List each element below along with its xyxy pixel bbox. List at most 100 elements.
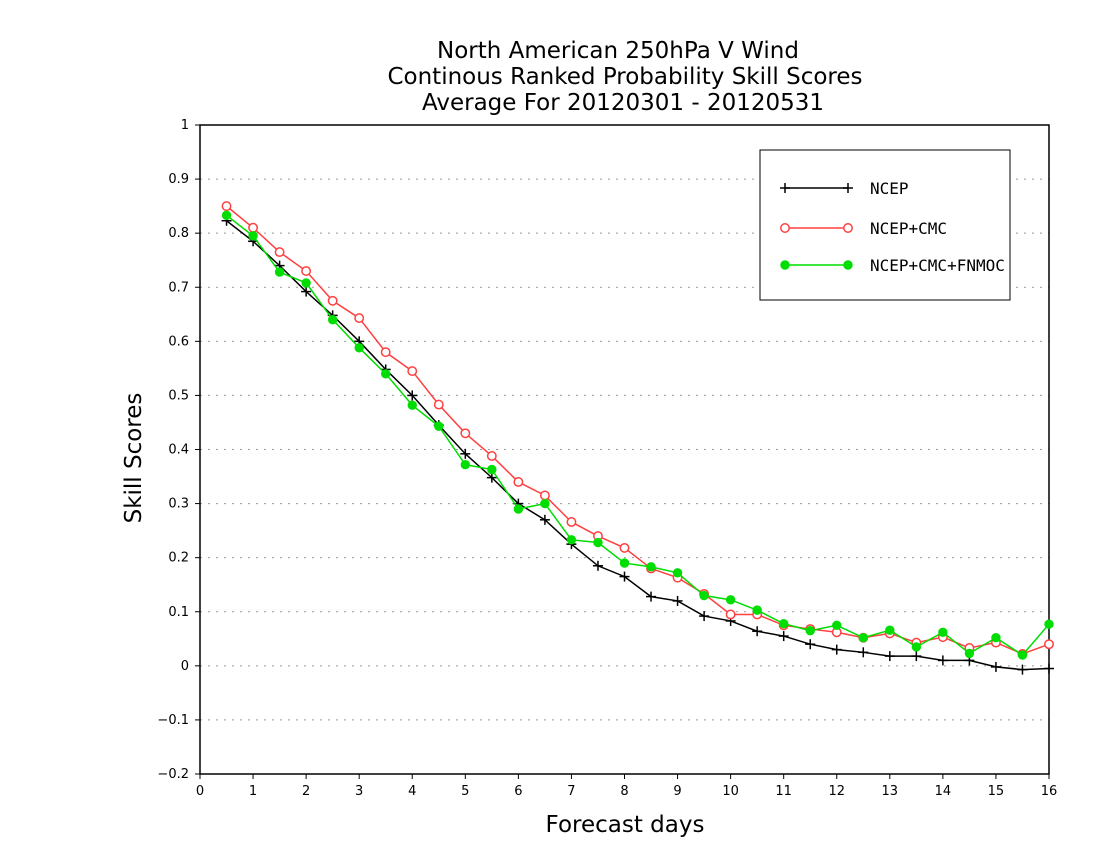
data-point-ncep-cmc-fnmoc xyxy=(487,464,497,475)
data-point-ncep xyxy=(805,639,816,650)
y-tick-label: 0.9 xyxy=(168,172,189,187)
y-tick-label: 0.4 xyxy=(168,443,189,458)
data-point-ncep-cmc xyxy=(486,451,497,461)
x-tick-label: 16 xyxy=(1041,784,1058,799)
data-point-ncep xyxy=(884,651,895,662)
data-point-ncep xyxy=(911,651,922,662)
legend-marker xyxy=(843,223,853,233)
x-tick-label: 6 xyxy=(514,784,522,799)
legend-marker xyxy=(780,260,790,270)
y-tick-label: −0.1 xyxy=(157,713,189,728)
data-point-ncep xyxy=(778,631,789,642)
data-point-ncep-cmc-fnmoc xyxy=(991,633,1001,643)
data-point-ncep-cmc xyxy=(619,542,630,553)
data-point-ncep xyxy=(699,611,710,622)
data-point-ncep-cmc xyxy=(566,517,577,527)
data-point-ncep xyxy=(990,661,1001,672)
data-point-ncep-cmc-fnmoc xyxy=(434,421,444,431)
data-point-ncep-cmc-fnmoc xyxy=(778,618,789,629)
x-tick-label: 14 xyxy=(935,784,952,799)
data-point-ncep-cmc xyxy=(380,347,391,358)
legend-marker xyxy=(843,183,853,193)
series-ncep-cmc-fnmoc xyxy=(221,210,1054,660)
x-tick-label: 15 xyxy=(988,784,1005,799)
y-tick-label: 0 xyxy=(181,659,189,674)
legend-box xyxy=(759,149,1011,301)
y-tick-label: 0.3 xyxy=(168,497,189,512)
data-point-ncep-cmc-fnmoc xyxy=(354,343,364,353)
data-point-ncep-cmc-fnmoc xyxy=(327,315,338,325)
chart-subtitle-line-1: Continous Ranked Probability Skill Score… xyxy=(387,64,862,90)
data-point-ncep-cmc-fnmoc xyxy=(619,558,630,568)
data-point-ncep-cmc-fnmoc xyxy=(725,595,736,605)
data-point-ncep-cmc xyxy=(354,313,365,324)
data-point-ncep xyxy=(672,595,683,606)
data-point-ncep-cmc-fnmoc xyxy=(593,537,603,548)
data-point-ncep-cmc-fnmoc xyxy=(566,535,577,545)
data-point-ncep-cmc-fnmoc xyxy=(752,605,762,615)
x-tick-label: 9 xyxy=(673,784,681,799)
x-tick-label: 2 xyxy=(302,784,310,799)
data-point-ncep-cmc-fnmoc xyxy=(885,625,895,635)
legend-marker xyxy=(780,223,790,233)
x-tick-label: 10 xyxy=(722,784,739,799)
legend-label: NCEP+CMC+FNMOC xyxy=(870,256,1005,275)
data-series xyxy=(221,201,1054,675)
data-point-ncep-cmc-fnmoc xyxy=(301,278,311,288)
x-axis-label: Forecast days xyxy=(546,812,705,838)
data-point-ncep xyxy=(858,647,869,658)
data-point-ncep xyxy=(1044,663,1054,674)
data-point-ncep-cmc xyxy=(274,247,285,258)
data-point-ncep xyxy=(539,514,550,525)
legend-label: NCEP xyxy=(870,179,909,198)
data-point-ncep-cmc-fnmoc xyxy=(513,504,524,514)
chart-subtitle-line-2: Average For 20120301 - 20120531 xyxy=(422,90,824,116)
series-ncep xyxy=(221,215,1054,675)
legend-entry-ncep-cmc: NCEP+CMC xyxy=(780,219,947,238)
data-point-ncep-cmc-fnmoc xyxy=(911,642,922,652)
data-point-ncep-cmc-fnmoc xyxy=(938,627,948,638)
x-tick-label: 7 xyxy=(567,784,575,799)
y-tick-label: 0.2 xyxy=(168,551,189,566)
legend-entry-ncep-cmc-fnmoc: NCEP+CMC+FNMOC xyxy=(780,256,1005,275)
y-axis-label: Skill Scores xyxy=(121,393,147,524)
legend-marker xyxy=(843,260,853,270)
data-point-ncep-cmc-fnmoc xyxy=(248,231,258,241)
data-point-ncep-cmc xyxy=(513,477,524,487)
data-point-ncep-cmc-fnmoc xyxy=(672,568,683,578)
x-tick-label: 12 xyxy=(828,784,845,799)
data-point-ncep-cmc xyxy=(460,428,471,439)
legend-marker xyxy=(780,183,790,193)
data-point-ncep-cmc xyxy=(725,609,736,620)
data-point-ncep xyxy=(592,560,603,571)
series-line-ncep-cmc-fnmoc xyxy=(226,214,1050,657)
x-tick-label: 4 xyxy=(408,784,416,799)
data-point-ncep xyxy=(937,655,948,666)
data-point-ncep-cmc xyxy=(433,399,444,410)
data-point-ncep-cmc xyxy=(221,201,232,212)
y-tick-label: −0.2 xyxy=(157,767,189,782)
axis-ticks: −0.2−0.100.10.20.30.40.50.60.70.80.910 1 2… xyxy=(157,118,1057,799)
data-point-ncep-cmc xyxy=(248,222,259,233)
x-tick-label: 5 xyxy=(461,784,469,799)
data-point-ncep-cmc-fnmoc xyxy=(646,562,656,572)
data-point-ncep-cmc xyxy=(539,490,550,501)
data-point-ncep-cmc-fnmoc xyxy=(805,625,815,636)
data-point-ncep-cmc xyxy=(301,266,312,276)
data-point-ncep-cmc-fnmoc xyxy=(221,210,232,221)
data-point-ncep-cmc xyxy=(327,295,338,306)
data-point-ncep-cmc-fnmoc xyxy=(832,620,842,630)
y-tick-label: 0.1 xyxy=(168,605,189,620)
y-tick-label: 0.8 xyxy=(168,226,189,241)
x-tick-label: 3 xyxy=(355,784,363,799)
legend-entry-ncep: NCEP xyxy=(780,179,909,198)
data-point-ncep-cmc-fnmoc xyxy=(381,369,391,379)
data-point-ncep xyxy=(486,472,497,483)
legend: NCEP NCEP+CMC NCEP+CMC+FNMOC xyxy=(759,149,1011,301)
data-point-ncep-cmc-fnmoc xyxy=(699,590,709,601)
chart-title: North American 250hPa V Wind xyxy=(437,38,799,64)
y-tick-label: 0.6 xyxy=(168,334,189,349)
data-point-ncep xyxy=(301,286,312,297)
data-point-ncep-cmc-fnmoc xyxy=(858,633,868,643)
data-point-ncep xyxy=(1017,664,1028,675)
